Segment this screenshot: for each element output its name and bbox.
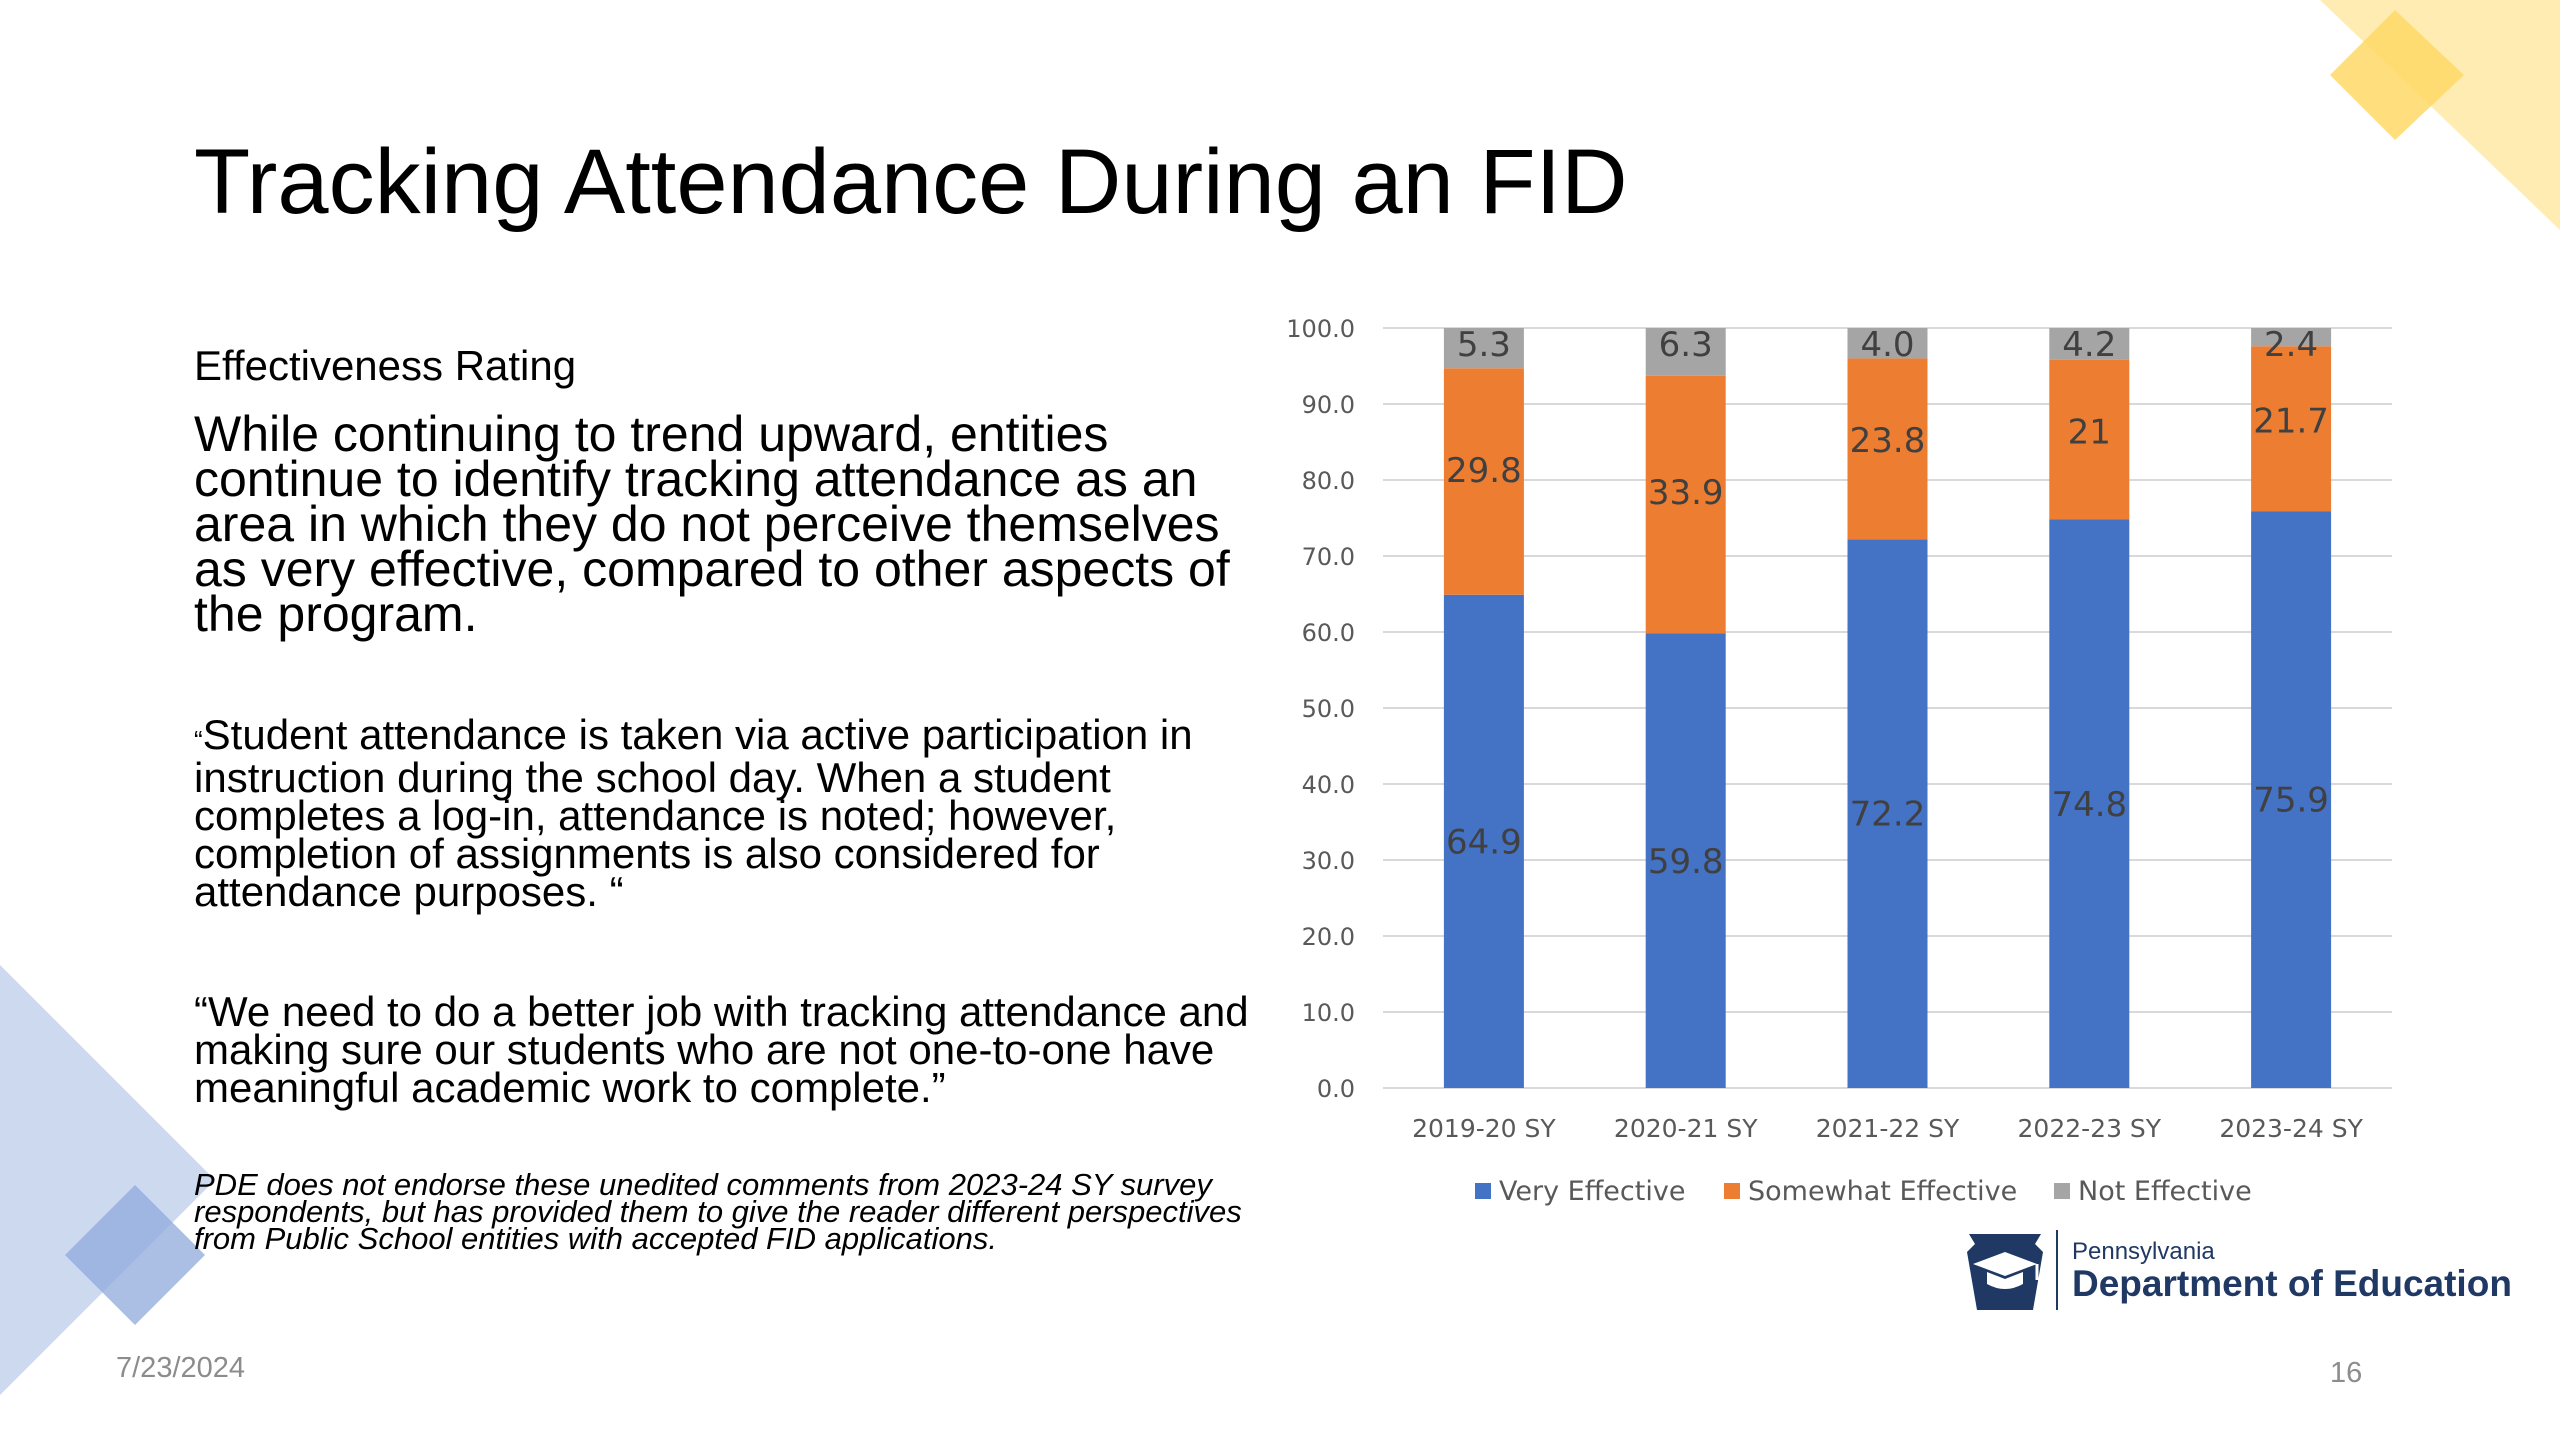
bar-segment [1847,328,1928,359]
respondent-quote-1: “Student attendance is taken via active … [194,714,1254,913]
pde-keystone-logo [1967,1234,2043,1310]
y-tick-label: 90.0 [1302,391,1355,419]
top-right-small-diamond [2330,10,2464,140]
data-label: 29.8 [1446,451,1522,491]
data-label: 21.7 [2253,401,2329,441]
data-label: 75.9 [2253,781,2329,821]
bar-segment [2251,328,2332,347]
data-label: 59.8 [1648,842,1724,882]
legend-label: Not Effective [2078,1176,2252,1207]
data-label: 2.4 [2264,325,2318,365]
y-tick-label: 10.0 [1302,999,1355,1027]
logo-state-name: Pennsylvania [2072,1238,2215,1265]
bar-segment [2049,328,2130,360]
legend-label: Somewhat Effective [1748,1176,2017,1207]
page-number: 16 [2330,1357,2363,1389]
legend-swatch [2054,1183,2070,1199]
data-label: 6.3 [1659,325,1713,365]
x-tick-label: 2022-23 SY [2018,1114,2162,1143]
y-tick-label: 30.0 [1302,847,1355,875]
y-tick-label: 80.0 [1302,467,1355,495]
bar-segment [1645,328,1726,376]
y-tick-label: 60.0 [1302,619,1355,647]
bar-segment [1847,539,1928,1088]
bottom-left-small-diamond [65,1185,205,1325]
bar-segment [1847,358,1928,540]
bar-segment [1645,375,1726,634]
legend-swatch [1724,1183,1740,1199]
data-label: 21 [2068,413,2111,453]
bottom-left-large-diamond [0,965,215,1395]
y-tick-label: 0.0 [1317,1075,1355,1103]
data-label: 72.2 [1850,795,1926,835]
quote-1-text: Student attendance is taken via active p… [194,711,1193,915]
legend-swatch [1475,1183,1491,1199]
data-label: 23.8 [1850,421,1926,461]
logo-divider [2056,1230,2058,1310]
respondent-quote-2: “We need to do a better job with trackin… [194,988,1249,1111]
logo-department-name: Department of Education [2072,1263,2512,1304]
bar-segment [2049,519,2130,1088]
summary-paragraph: While continuing to trend upward, entiti… [194,406,1230,642]
quote-1-open-mark: “ [194,725,203,755]
data-label: 4.0 [1860,325,1914,365]
y-tick-label: 100.0 [1286,315,1355,343]
x-tick-label: 2021-22 SY [1816,1114,1960,1143]
data-label: 5.3 [1457,325,1511,365]
y-tick-label: 40.0 [1302,771,1355,799]
data-label: 4.2 [2062,325,2116,365]
graduation-cap-base [1987,1272,2023,1289]
effectiveness-subhead: Effectiveness Rating [194,342,577,389]
slide-title: Tracking Attendance During an FID [194,131,1628,233]
bar-segment [2251,346,2332,512]
bar-segment [1443,368,1524,595]
x-tick-label: 2020-21 SY [1614,1114,1758,1143]
bar-segment [1443,594,1524,1088]
data-label: 33.9 [1648,473,1724,513]
legend-label: Very Effective [1499,1176,1685,1207]
data-label: 74.8 [2051,785,2127,825]
bar-segment [2049,359,2130,520]
graduation-cap-top [1973,1252,2037,1276]
y-tick-label: 20.0 [1302,923,1355,951]
x-tick-label: 2019-20 SY [1412,1114,1556,1143]
bar-segment [1443,328,1524,369]
y-tick-label: 70.0 [1302,543,1355,571]
bar-segment [2251,511,2332,1088]
footer-date: 7/23/2024 [116,1352,246,1384]
x-tick-label: 2023-24 SY [2219,1114,2363,1143]
data-label: 64.9 [1446,822,1522,862]
disclaimer-note: PDE does not endorse these unedited comm… [194,1167,1242,1256]
bar-segment [1645,633,1726,1088]
y-tick-label: 50.0 [1302,695,1355,723]
